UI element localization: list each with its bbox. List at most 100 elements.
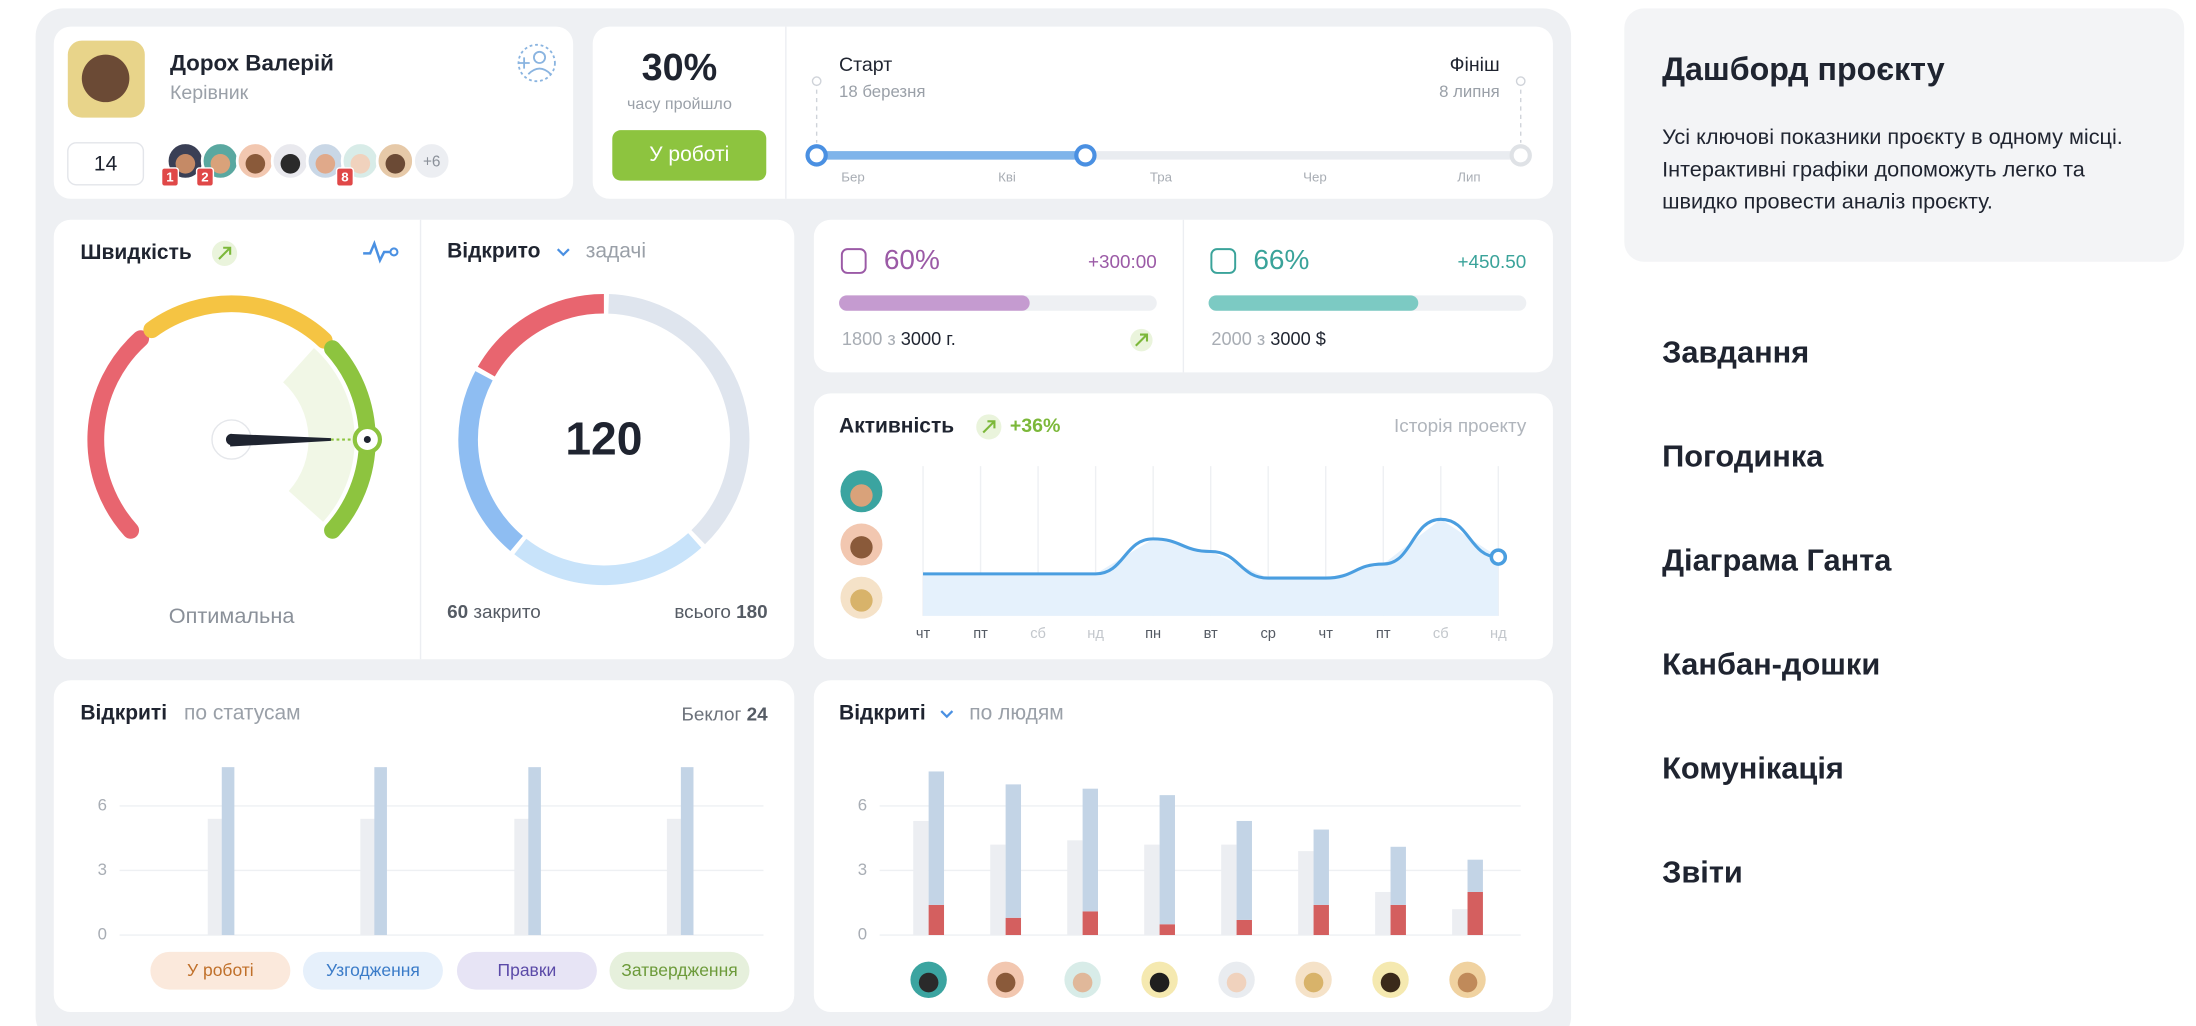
closed-count: 60 bbox=[447, 602, 468, 623]
person-face bbox=[1226, 972, 1247, 993]
more-avatars[interactable] bbox=[412, 141, 452, 181]
status-pill[interactable] bbox=[609, 951, 750, 990]
status-card bbox=[53, 680, 795, 1013]
profile-name: Дорох Валерій bbox=[170, 50, 334, 75]
bar bbox=[221, 767, 235, 936]
status-button[interactable] bbox=[612, 130, 767, 181]
dot bbox=[811, 76, 822, 87]
status-pill[interactable] bbox=[150, 951, 291, 990]
gauge-red bbox=[87, 330, 150, 539]
y-tick-label: 3 bbox=[98, 860, 107, 879]
closed-label: закрито bbox=[473, 602, 540, 623]
bar bbox=[680, 767, 694, 936]
month-label: Бер bbox=[841, 169, 865, 184]
bar-segment bbox=[1467, 859, 1483, 892]
bar bbox=[913, 820, 929, 936]
donut-segment bbox=[477, 293, 605, 377]
timeline-fill bbox=[816, 151, 1086, 160]
bar bbox=[1067, 840, 1083, 936]
bar-segment bbox=[928, 904, 945, 936]
stat-delta: +450.50 bbox=[1458, 252, 1527, 273]
activity-change: +36% bbox=[1010, 415, 1061, 437]
avatar-face bbox=[280, 153, 301, 174]
dot bbox=[1515, 76, 1526, 87]
dropdown-chevron[interactable] bbox=[940, 710, 954, 719]
bar-segment bbox=[1159, 924, 1175, 936]
x-tick-label: нд bbox=[1490, 626, 1507, 642]
activity-avatars bbox=[840, 470, 883, 619]
month-label: Чер bbox=[1303, 169, 1327, 184]
sidebar-description-box: Усі ключові показники проєкту в одному м… bbox=[1662, 126, 2123, 214]
bar-segment bbox=[1390, 904, 1406, 936]
donut-segment bbox=[458, 371, 524, 552]
badge-count: 8 bbox=[341, 169, 348, 184]
status-chart: 0 3 6 У роботі Узгодження Правки Затвердження bbox=[98, 767, 764, 990]
bar-segment bbox=[1082, 788, 1098, 912]
stat-icon bbox=[1210, 248, 1237, 274]
timeline-knob[interactable] bbox=[1074, 144, 1097, 167]
menu-item[interactable]: Погодинка bbox=[1662, 438, 1824, 473]
backlog: Беклог 24 bbox=[681, 704, 768, 725]
open-title: Відкрито bbox=[447, 239, 540, 262]
profile-role: Керівник bbox=[170, 82, 249, 104]
speed-title: Швидкість bbox=[80, 241, 191, 264]
bar bbox=[1144, 844, 1160, 936]
gauge-knob-dot bbox=[363, 436, 371, 444]
history-link[interactable]: Історія проекту bbox=[1394, 416, 1527, 437]
avatar-face bbox=[315, 153, 336, 174]
activity-title: Активність bbox=[839, 414, 954, 437]
avatar-face bbox=[245, 153, 266, 174]
add-user-icon[interactable] bbox=[517, 43, 556, 83]
menu-item[interactable]: Звіти bbox=[1662, 854, 1743, 889]
timeline-knob bbox=[805, 144, 828, 167]
people-chart: 0 3 6 bbox=[858, 771, 1521, 999]
status-subtitle: по статусам bbox=[184, 701, 301, 724]
x-tick-label: У роботі bbox=[187, 960, 254, 980]
menu-item[interactable]: Завдання bbox=[1662, 334, 1809, 369]
bar-segment bbox=[1236, 919, 1252, 936]
total-count: 180 bbox=[736, 602, 768, 623]
stat-percent: 66% bbox=[1253, 244, 1309, 275]
time-caption: часу пройшло bbox=[627, 95, 732, 113]
bar-segment bbox=[1313, 904, 1329, 936]
donut-segment bbox=[608, 294, 750, 545]
photo-face bbox=[81, 54, 130, 103]
trend-arrow bbox=[218, 246, 232, 260]
dropdown-chevron[interactable] bbox=[556, 248, 570, 257]
needle-center bbox=[225, 433, 238, 446]
bar bbox=[1221, 844, 1237, 936]
stat-percent: 60% bbox=[884, 244, 940, 275]
pulse-icon[interactable] bbox=[363, 240, 390, 264]
month-label: Лип bbox=[1457, 169, 1480, 184]
person-face bbox=[1303, 972, 1324, 993]
bar bbox=[1452, 909, 1468, 936]
x-tick-label: Узгодження bbox=[326, 960, 420, 980]
person-face bbox=[918, 972, 939, 993]
tasks-box bbox=[67, 142, 145, 186]
x-tick-label: пт bbox=[1376, 626, 1391, 642]
status-pill[interactable] bbox=[456, 951, 597, 990]
y-tick-label: 3 bbox=[858, 860, 867, 879]
x-tick-label: сб bbox=[1030, 626, 1046, 642]
x-tick-label: сб bbox=[1433, 626, 1449, 642]
trend-arrow bbox=[1135, 333, 1149, 347]
more-count: +6 bbox=[423, 153, 441, 170]
bar-segment bbox=[1467, 891, 1483, 936]
menu-item[interactable]: Комунікація bbox=[1662, 750, 1844, 785]
stat-target: 3000 $ bbox=[1270, 329, 1326, 349]
menu-item[interactable]: Діаграма Ганта bbox=[1662, 542, 1892, 577]
avatar-face bbox=[385, 153, 406, 174]
months: Бер Кві Тра Чер Лип bbox=[841, 169, 1480, 184]
start-label: Старт bbox=[839, 54, 892, 76]
stat-delta: +300:00 bbox=[1088, 252, 1157, 273]
menu-item[interactable]: Канбан-дошки bbox=[1662, 646, 1880, 681]
gauge bbox=[87, 295, 383, 539]
y-tick-label: 0 bbox=[98, 924, 107, 943]
avatar-face bbox=[210, 153, 231, 174]
x-tick-label: чт bbox=[916, 626, 931, 642]
status-pill[interactable] bbox=[302, 951, 443, 990]
gauge-yellow bbox=[143, 295, 333, 349]
start-date: 18 березня bbox=[839, 82, 925, 101]
x-tick-label: чт bbox=[1319, 626, 1334, 642]
stat-amount: 1800 з 3000 г. bbox=[842, 329, 956, 349]
